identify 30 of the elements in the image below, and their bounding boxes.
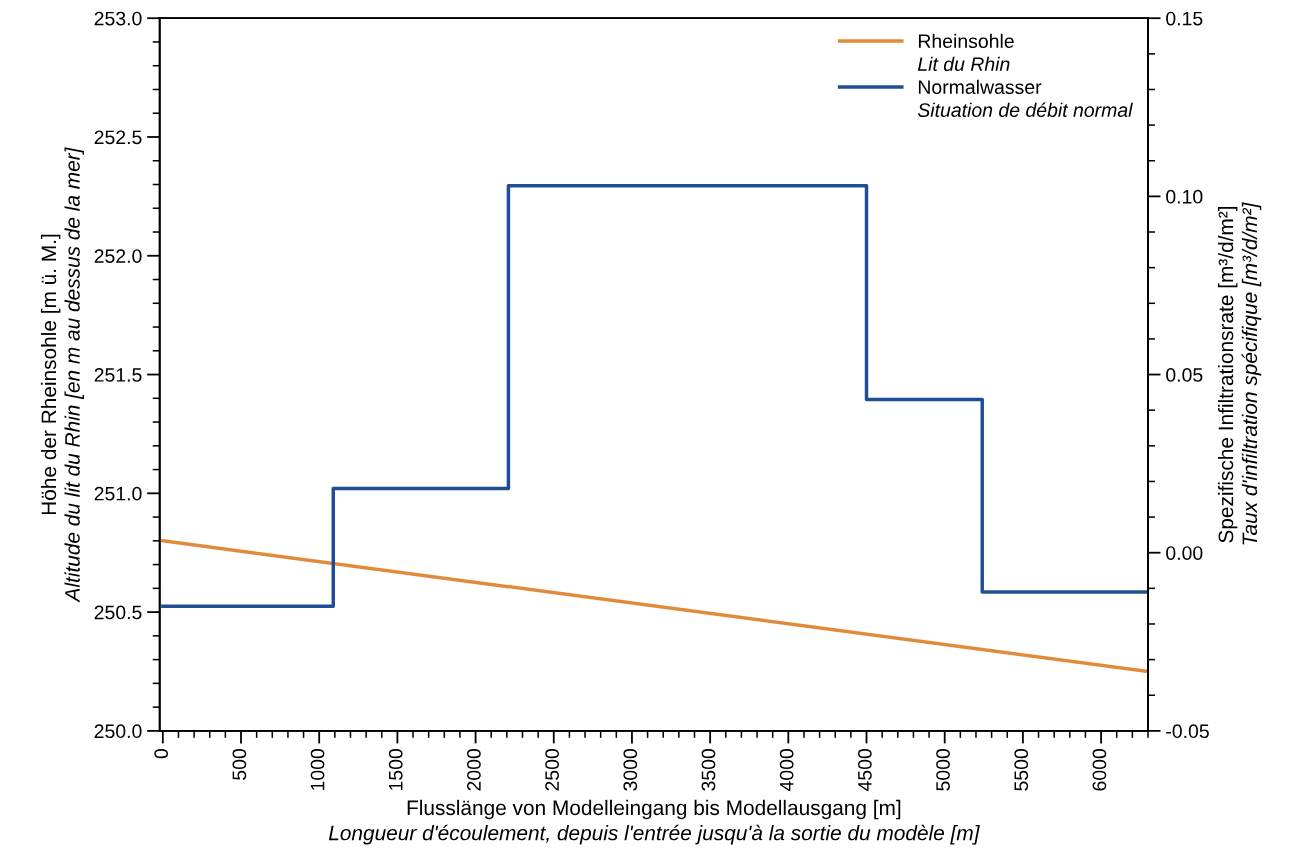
x-tick-label: 1000 — [310, 749, 325, 791]
y2-tick-label: -0.05 — [1166, 724, 1209, 739]
y-tick-label: 252.5 — [94, 130, 142, 145]
x-tick-label: 3000 — [623, 749, 638, 791]
x-tick-label: 5000 — [936, 749, 950, 791]
x-tick-label: 1500 — [388, 749, 403, 791]
y-tick-label: 253.0 — [94, 11, 142, 26]
y2-tick-label: 0.05 — [1166, 368, 1203, 382]
y2-tick-label: 0.15 — [1166, 11, 1203, 26]
x-tick-label: 6000 — [1092, 749, 1107, 791]
x-tick-label: 500 — [232, 749, 247, 780]
x-tick-label: 4000 — [779, 749, 794, 792]
y-tick-label: 251.5 — [94, 368, 142, 382]
text: Höhe der Rheinsohle [m ü. M.] Altitude du lit du Rhin [en m au dessus de la mer] — [40, 147, 84, 603]
y-tick-label: 250.5 — [94, 605, 142, 620]
y-tick-label: 251.0 — [94, 486, 142, 501]
text: Flusslänge von Modelleingang bis Modellausgang [m] Longueur d'écoulement, depuis l'entrée jusqu'à la sortie du modèle [m] — [328, 799, 980, 845]
legend-label: Rheinsohle Lit du Rhin — [917, 33, 1014, 72]
x-tick-label: 2000 — [467, 749, 481, 791]
y2-axis-title: Spezifische Infiltrationsrate [m³/d/m²] Taux d'infiltration spécifique [m³/d/m²] — [1218, 202, 1262, 545]
x-tick-label: 4500 — [857, 749, 872, 792]
y2-tick-label: 0.00 — [1166, 546, 1203, 560]
legend-label: Normalwasser Situation de débit normal — [917, 79, 1133, 118]
y-tick-label: 250.0 — [94, 724, 142, 739]
x-tick-label: 5500 — [1014, 749, 1029, 791]
x-tick-label: 2500 — [545, 749, 559, 791]
x-tick-label: 0 — [154, 749, 169, 759]
x-tick-label: 3500 — [701, 749, 716, 791]
y-tick-label: 252.0 — [94, 249, 142, 263]
y2-tick-label: 0.10 — [1166, 189, 1203, 204]
